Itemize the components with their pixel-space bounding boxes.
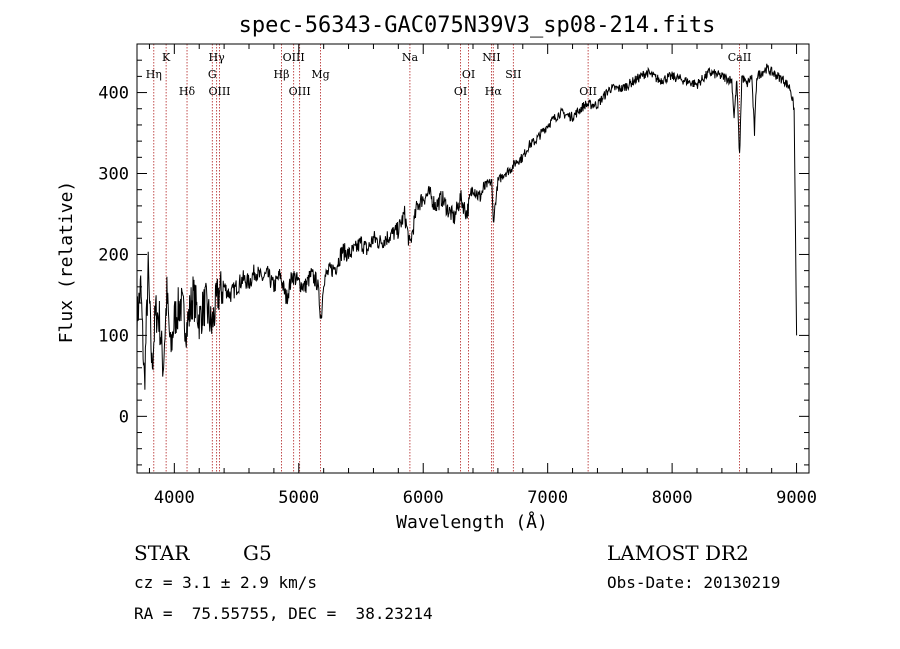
plot-frame	[136, 43, 810, 474]
spectral-line-label: Hδ	[179, 85, 196, 98]
spectral-line-label: CaII	[728, 51, 752, 64]
y-tick-label: 100	[98, 326, 129, 346]
spectral-line-label: SII	[505, 68, 521, 81]
object-subclass: G5	[243, 541, 272, 565]
spectral-line-label: OIII	[289, 85, 311, 98]
x-axis: 4000 5000 6000 7000 8000 9000	[148, 44, 817, 508]
x-tick-label: 6000	[403, 488, 444, 508]
spectral-line-label: OIII	[283, 51, 305, 64]
survey-name: LAMOST DR2	[607, 541, 749, 565]
spectral-line-label: OII	[579, 85, 597, 98]
spectral-line-label: OI	[462, 68, 475, 81]
y-tick-label: 200	[98, 245, 129, 265]
obs-date: Obs-Date: 20130219	[607, 573, 780, 592]
y-tick-label: 400	[98, 84, 129, 104]
spectral-line-label: NII	[482, 51, 500, 64]
y-tick-label: 0	[119, 407, 129, 427]
object-type: STAR	[134, 541, 190, 565]
spectral-line-label: OIII	[208, 85, 230, 98]
spectral-line-label: Hη	[146, 68, 162, 81]
spectral-line-label: Hγ	[209, 51, 226, 64]
x-tick-label: 8000	[652, 488, 693, 508]
spectral-line-label: OI	[454, 85, 467, 98]
x-axis-label: Wavelength (Å)	[396, 511, 548, 533]
spectral-line-label: K	[162, 51, 171, 64]
y-axis-label: Flux (relative)	[56, 181, 77, 344]
y-axis: 0 100 200 300 400	[98, 43, 809, 466]
coordinates: RA = 75.55755, DEC = 38.23214	[134, 604, 433, 623]
spectral-line-label: G	[208, 68, 217, 81]
x-tick-label: 4000	[154, 488, 195, 508]
y-tick-label: 300	[98, 165, 129, 185]
spectral-lines-layer: HηKHδHγGOIIIHβOIIIOIIIMgNaOIOINIIHαSIIOI…	[146, 44, 752, 473]
x-tick-label: 5000	[278, 488, 319, 508]
spectral-line-label: Mg	[311, 68, 329, 81]
chart-title: spec-56343-GAC075N39V3_sp08-214.fits	[239, 13, 716, 38]
x-tick-label: 7000	[527, 488, 568, 508]
spectral-line-label: Hα	[485, 85, 503, 98]
spectrum-series-line	[136, 63, 798, 390]
spectral-line-label: Hβ	[274, 68, 290, 81]
x-tick-label: 9000	[776, 488, 817, 508]
spectral-line-label: Na	[402, 51, 419, 64]
redshift-value: cz = 3.1 ± 2.9 km/s	[134, 573, 317, 592]
